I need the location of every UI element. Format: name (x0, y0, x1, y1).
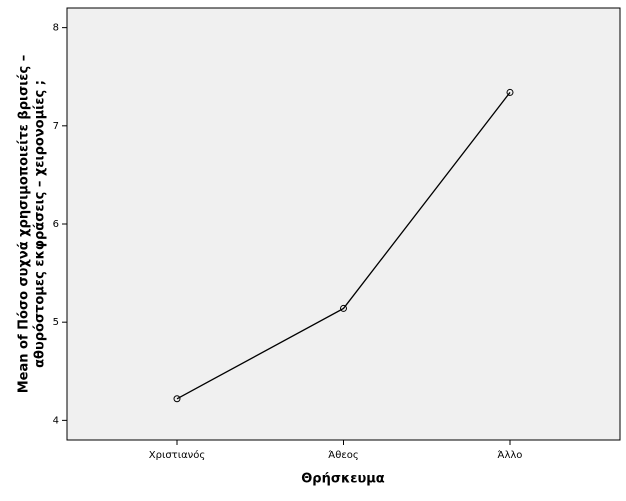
x-tick-label: Άθεος (328, 449, 358, 461)
data-line (176, 92, 511, 400)
y-tick-label: 6 (53, 219, 59, 230)
x-axis-title: Θρήσκευμα (301, 472, 385, 487)
y-axis-title-line: Mean of Πόσο συχνά χρησιμοποιείτε βρισιέ… (17, 55, 32, 394)
x-tick-label: Άλλο (498, 449, 523, 461)
data-point (506, 88, 514, 96)
y-tick-label: 8 (53, 23, 59, 34)
y-axis-title: Mean of Πόσο συχνά χρησιμοποιείτε βρισιέ… (17, 55, 48, 394)
data-point (173, 395, 181, 403)
x-tick-label: Χριστιανός (149, 449, 206, 461)
y-tick-label: 4 (53, 415, 59, 426)
data-point (340, 304, 347, 312)
plot-area (66, 7, 621, 441)
y-axis-title-line: αθυρόστομες εκφράσεις – χειρονομίες ; (33, 80, 48, 368)
y-tick-label: 7 (53, 121, 59, 132)
y-tick-label: 5 (53, 317, 59, 328)
